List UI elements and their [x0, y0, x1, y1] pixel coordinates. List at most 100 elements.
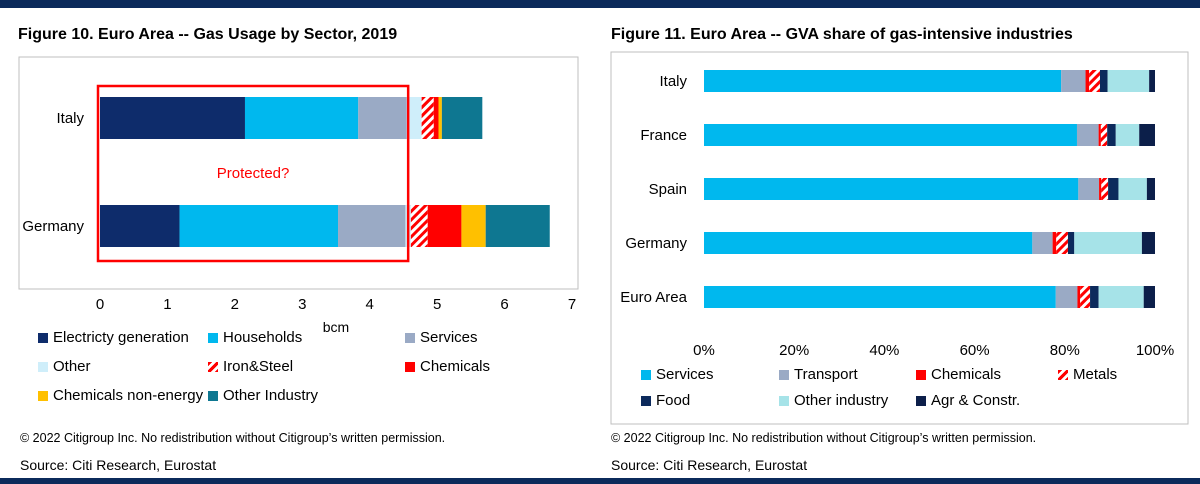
figure-11-bar-metals-france: [1100, 124, 1108, 146]
figure-11-copyright: © 2022 Citigroup Inc. No redistribution …: [611, 431, 1037, 445]
figure-11-bar-services-spain: [704, 178, 1079, 200]
figure-11-bar-chemicals-euro-area: [1077, 286, 1081, 308]
figure-11-bar-other-industry-spain: [1118, 178, 1147, 200]
figure-11-x-tick: 80%: [1050, 342, 1080, 359]
figure-11-legend-item-metals: Metals: [1058, 366, 1117, 383]
figure-10-legend-item-electricty-generation: Electricty generation: [38, 329, 189, 346]
figure-10-bar-other-industry-germany: [485, 205, 550, 247]
figure-10-legend-item-chemicals: Chemicals: [405, 358, 490, 375]
figure-11-legend-item-chemicals: Chemicals: [916, 366, 1001, 383]
figure-11-category-label: Spain: [649, 181, 687, 198]
figure-10-x-tick: 0: [96, 296, 104, 313]
figure-11-bar-services-france: [704, 124, 1077, 146]
figure-11-title: Figure 11. Euro Area -- GVA share of gas…: [611, 26, 1073, 43]
figure-11-bar-agr-constr-italy: [1149, 70, 1155, 92]
figure-11-bar-services-italy: [704, 70, 1062, 92]
legend-label: Chemicals non-energy: [53, 387, 204, 404]
figure-11-bar-transport-france: [1076, 124, 1099, 146]
figure-11-legend-item-other-industry: Other industry: [779, 392, 888, 409]
figure-10-bar-electricty-generation-germany: [100, 205, 180, 247]
figure-10-source: Source: Citi Research, Eurostat: [20, 457, 217, 473]
figure-11-category-label: Euro Area: [620, 289, 687, 306]
figure-11-bar-chemicals-italy: [1085, 70, 1090, 92]
figure-11-panel: Figure 11. Euro Area -- GVA share of gas…: [603, 8, 1193, 478]
figure-11-bar-agr-constr-germany: [1141, 232, 1155, 254]
figure-11-category-label: Germany: [625, 235, 687, 252]
figure-10-x-tick: 4: [366, 296, 374, 313]
legend-label: Food: [656, 392, 691, 409]
figure-11-bar-transport-germany: [1032, 232, 1053, 254]
figure-10-bar-other-italy: [406, 97, 422, 139]
figure-11-bar-other-industry-italy: [1107, 70, 1150, 92]
top-frame-bar: [0, 0, 1200, 8]
legend-swatch: [916, 369, 926, 380]
figure-10-x-tick: 7: [568, 296, 576, 313]
figure-11-bar-agr-constr-euro-area: [1143, 286, 1155, 308]
figure-10-bar-iron-steel-italy: [421, 97, 434, 139]
figure-10-chart: Italy Germany 0 1 2 3 4 5 6 7 bcm Protected?: [18, 56, 579, 335]
figure-11-x-tick: 40%: [869, 342, 899, 359]
figure-10-bar-chemicals-italy: [433, 97, 439, 139]
figure-10-bar-electricty-generation-italy: [100, 97, 245, 139]
legend-swatch: [641, 369, 651, 380]
figure-10-panel: Figure 10. Euro Area -- Gas Usage by Sec…: [10, 8, 593, 478]
figure-10-category-label: Italy: [56, 110, 84, 127]
legend-swatch: [208, 390, 218, 401]
figure-10-copyright: © 2022 Citigroup Inc. No redistribution …: [20, 431, 446, 445]
figure-11-x-tick: 0%: [693, 342, 715, 359]
figure-10-bar-iron-steel-germany: [410, 205, 428, 247]
figure-11-bar-other-industry-germany: [1074, 232, 1142, 254]
figure-10-legend-item-other-industry: Other Industry: [208, 387, 318, 404]
legend-label: Other Industry: [223, 387, 319, 404]
figure-11-bar-food-germany: [1067, 232, 1075, 254]
panel-divider: [598, 8, 600, 478]
figure-11-source: Source: Citi Research, Eurostat: [611, 457, 808, 473]
figure-11-bar-other-industry-euro-area: [1098, 286, 1144, 308]
figure-10-legend: Electricty generation Households Services O…: [10, 8, 593, 478]
figure-11-bar-services-euro-area: [704, 286, 1056, 308]
legend-swatch: [405, 332, 415, 343]
legend-label: Iron&Steel: [223, 358, 294, 375]
figure-11-bar-other-industry-france: [1115, 124, 1140, 146]
legend-label: Electricty generation: [53, 329, 189, 346]
legend-swatch: [208, 332, 218, 343]
figure-11-bar-metals-italy: [1089, 70, 1100, 92]
legend-label: Services: [656, 366, 714, 383]
legend-label: Other: [53, 358, 91, 375]
figure-11-bar-food-france: [1107, 124, 1116, 146]
figure-11-legend-item-food: Food: [641, 392, 690, 409]
figure-11-bar-transport-euro-area: [1055, 286, 1078, 308]
figure-11-bar-agr-constr-spain: [1146, 178, 1155, 200]
figure-11-bar-transport-spain: [1078, 178, 1100, 200]
figure-10-legend-item-services: Services: [405, 329, 478, 346]
legend-swatch: [779, 369, 789, 380]
figure-10-bar-households-germany: [179, 205, 339, 247]
figure-10-x-tick: 3: [298, 296, 306, 313]
figure-10-plot-area: [18, 56, 579, 290]
figure-11-legend: Services Transport Chemicals Metals Food Othe…: [603, 8, 1193, 478]
figure-10-x-tick: 5: [433, 296, 441, 313]
figure-11-plot-area: [610, 51, 1189, 425]
legend-label: Agr & Constr.: [931, 392, 1021, 409]
legend-swatch: [38, 361, 48, 372]
figure-11-bar-chemicals-germany: [1052, 232, 1057, 254]
legend-label: Households: [223, 329, 303, 346]
figure-10-bar-households-italy: [244, 97, 359, 139]
figure-11-bar-food-spain: [1108, 178, 1119, 200]
figure-10-bar-services-italy: [358, 97, 407, 139]
legend-swatch: [779, 395, 789, 406]
legend-swatch: [405, 361, 415, 372]
figure-11-legend-item-transport: Transport: [779, 366, 858, 383]
legend-swatch: [916, 395, 926, 406]
figure-10-bar-services-germany: [338, 205, 406, 247]
figure-11-bar-services-germany: [704, 232, 1033, 254]
figure-10-category-label: Germany: [22, 218, 84, 235]
figure-11-bar-metals-euro-area: [1080, 286, 1091, 308]
legend-swatch: [641, 395, 651, 406]
legend-swatch: [208, 361, 218, 372]
bottom-frame-bar: [0, 478, 1200, 484]
figure-10-x-tick: 6: [500, 296, 508, 313]
figure-10-legend-item-households: Households: [208, 329, 302, 346]
figure-11-bar-food-italy: [1099, 70, 1108, 92]
figure-11-bar-chemicals-france: [1098, 124, 1101, 146]
